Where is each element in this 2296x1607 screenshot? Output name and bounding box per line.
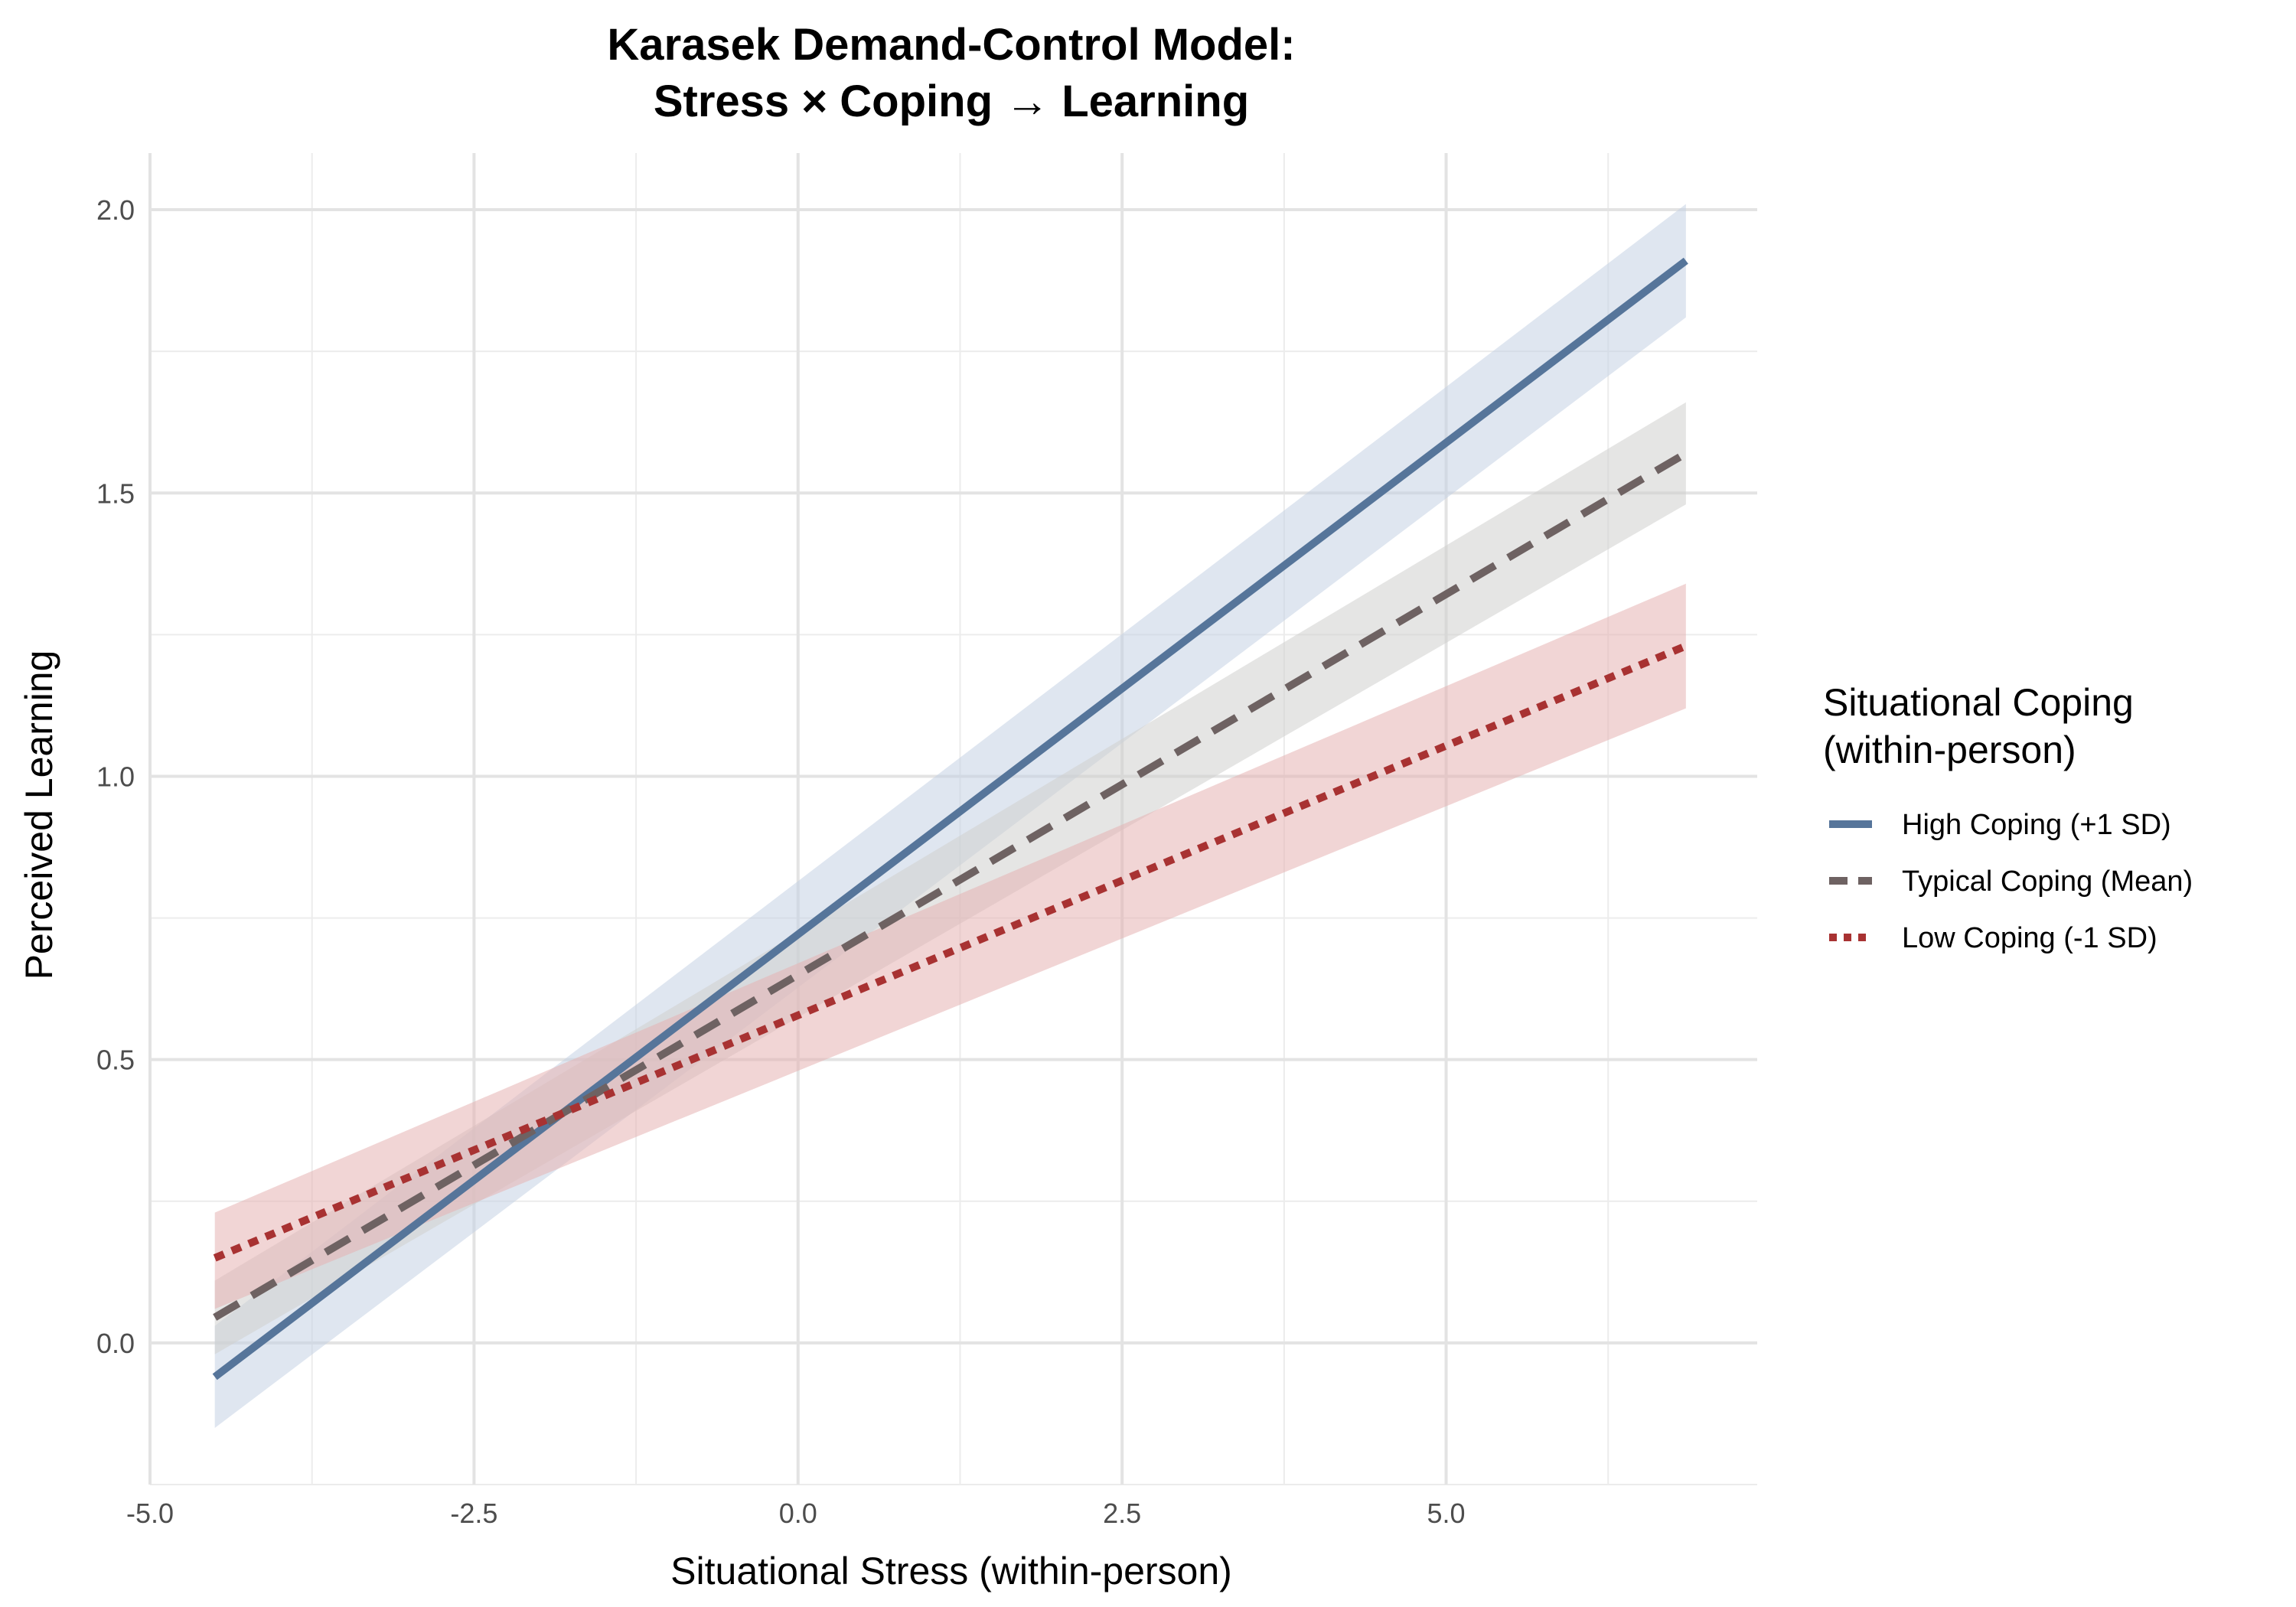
y-axis-title: Perceived Learning xyxy=(18,650,60,980)
series-line xyxy=(212,257,1688,1380)
legend-title-line-1: Situational Coping xyxy=(1823,681,2134,724)
chart-title: Karasek Demand-Control Model: Stress × C… xyxy=(607,20,1295,126)
x-tick-label: 5.0 xyxy=(1427,1498,1466,1529)
legend-item: High Coping (+1 SD) xyxy=(1829,809,2171,841)
x-tick-label: 0.0 xyxy=(779,1498,817,1529)
legend-label: Typical Coping (Mean) xyxy=(1902,865,2193,898)
chart-title-line-2: Stress × Coping → Learning xyxy=(654,77,1249,126)
confidence-band xyxy=(214,583,1686,1309)
series-line xyxy=(213,450,1688,1321)
y-axis-ticks: 0.0 0.5 1.0 1.5 2.0 xyxy=(96,194,135,1359)
y-tick-label: 0.0 xyxy=(96,1328,135,1359)
series-lines xyxy=(212,257,1688,1380)
y-tick-label: 0.5 xyxy=(96,1045,135,1076)
y-tick-label: 1.5 xyxy=(96,478,135,509)
legend: Situational Coping (within-person) High … xyxy=(1823,681,2193,954)
chart-title-line-1: Karasek Demand-Control Model: xyxy=(607,20,1295,70)
y-tick-label: 2.0 xyxy=(96,194,135,226)
legend-item: Low Coping (-1 SD) xyxy=(1829,922,2157,954)
legend-label: High Coping (+1 SD) xyxy=(1902,809,2171,841)
legend-title-line-2: (within-person) xyxy=(1823,729,2076,771)
x-axis-ticks: -5.0 -2.5 0.0 2.5 5.0 xyxy=(126,1498,1466,1529)
legend-item: Typical Coping (Mean) xyxy=(1829,865,2193,898)
y-tick-label: 1.0 xyxy=(96,761,135,792)
x-axis-title: Situational Stress (within-person) xyxy=(670,1550,1232,1592)
x-tick-label: -5.0 xyxy=(126,1498,174,1529)
x-tick-label: 2.5 xyxy=(1103,1498,1141,1529)
x-tick-label: -2.5 xyxy=(450,1498,497,1529)
series-line xyxy=(213,642,1688,1262)
legend-label: Low Coping (-1 SD) xyxy=(1902,922,2157,954)
